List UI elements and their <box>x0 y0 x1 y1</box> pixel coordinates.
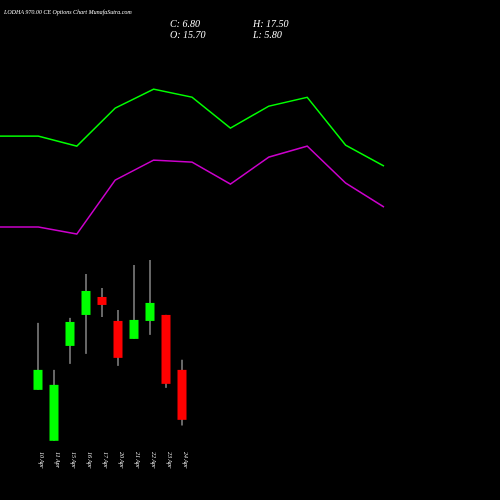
candle-body <box>97 296 107 305</box>
close-label: C: 6.80 <box>170 19 200 30</box>
candle-body <box>81 290 91 315</box>
x-tick-label: 22 Apr <box>150 452 156 469</box>
open-label: O: 15.70 <box>170 30 206 41</box>
candle-body <box>49 384 59 441</box>
x-tick-label: 11 Apr <box>54 452 60 469</box>
candle-body <box>161 314 171 384</box>
x-tick-label: 17 Apr <box>102 452 108 469</box>
high-label: H: 17.50 <box>252 19 289 30</box>
candle-body <box>113 320 123 358</box>
candle-body <box>33 369 43 390</box>
x-tick-label: 21 Apr <box>134 452 140 469</box>
candle-body <box>65 321 75 346</box>
x-tick-label: 24 Apr <box>182 452 189 469</box>
candle-body <box>129 319 139 339</box>
x-tick-label: 15 Apr <box>70 452 76 469</box>
chart-title: LODHA 970.00 CE Options Chart MunafaSutr… <box>3 9 132 16</box>
indicator-line <box>0 145 385 235</box>
x-tick-label: 20 Apr <box>118 452 124 469</box>
x-tick-label: 23 Apr <box>166 452 172 469</box>
candle-body <box>177 369 187 420</box>
candle-body <box>145 302 155 321</box>
low-label: L: 5.80 <box>252 30 282 41</box>
x-tick-label: 16 Apr <box>86 452 92 469</box>
x-tick-label: 10 Apr <box>38 452 44 469</box>
indicator-line <box>0 88 385 167</box>
